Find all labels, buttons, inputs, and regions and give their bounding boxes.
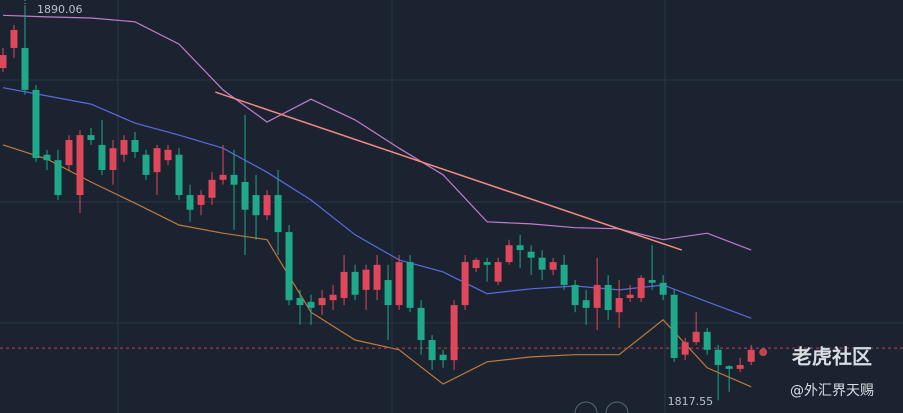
candle-body — [681, 342, 689, 355]
candle-body — [153, 148, 161, 173]
candle-body — [450, 305, 458, 361]
candle-body — [527, 251, 535, 258]
candle-body — [461, 262, 469, 306]
candle-body — [670, 294, 678, 358]
candle-body — [120, 140, 128, 155]
candle-body — [494, 262, 502, 282]
max-label: 1890.06 — [37, 3, 83, 16]
candle-body — [692, 331, 700, 343]
candle-body — [483, 262, 491, 265]
candle-body — [175, 154, 183, 196]
candle-body — [725, 366, 733, 369]
candle-body — [164, 149, 172, 161]
candle-body — [417, 307, 425, 340]
candle-body — [406, 262, 414, 308]
candle-body — [208, 179, 216, 198]
candle-body — [505, 245, 513, 263]
candle-body — [0, 55, 7, 69]
candle-body — [76, 135, 84, 196]
band-line — [2, 14, 752, 251]
candle-body — [54, 160, 62, 196]
candle-body — [142, 154, 150, 175]
candle-body — [318, 298, 326, 306]
candle-body — [98, 144, 106, 170]
candle-body — [21, 47, 29, 90]
candle-body — [384, 280, 392, 306]
control-icon[interactable] — [605, 401, 629, 413]
candle-body — [43, 154, 51, 161]
candle-body — [274, 195, 282, 233]
candle-body — [604, 284, 612, 311]
candle-body — [395, 262, 403, 306]
candle-body — [131, 140, 139, 153]
candle-body — [373, 264, 381, 290]
candle-body — [285, 232, 293, 301]
candle-body — [219, 174, 227, 180]
candle-body — [186, 195, 194, 210]
candle-body — [428, 339, 436, 361]
candle-body — [197, 195, 205, 205]
candle-body — [637, 277, 645, 299]
candle-body — [307, 301, 315, 308]
control-icon[interactable] — [574, 401, 598, 413]
candle-body — [329, 294, 337, 301]
candle-body — [263, 195, 271, 216]
candle-body — [615, 298, 623, 313]
candle-body — [32, 89, 40, 159]
watermark-handle: @外汇界天赐 — [790, 383, 874, 399]
candle-body — [714, 349, 722, 366]
last-price-dot — [759, 348, 768, 357]
candle-body — [472, 259, 480, 269]
candle-body — [65, 140, 73, 166]
min-label: 1817.55 — [668, 395, 714, 408]
candle-body — [340, 271, 348, 299]
candle-body — [252, 195, 260, 216]
candle-body — [703, 331, 711, 350]
candle-body — [241, 181, 249, 210]
candle-body — [296, 298, 304, 306]
candle-body — [571, 284, 579, 306]
band-line — [2, 144, 752, 388]
trendline — [215, 91, 683, 251]
candle-body — [626, 294, 634, 299]
candle-body — [747, 349, 755, 362]
candle-body — [549, 262, 557, 270]
watermark-title: 老虎社区 — [792, 345, 872, 369]
candle-body — [538, 257, 546, 270]
candle-body — [582, 300, 590, 308]
candle-body — [736, 365, 744, 369]
candle-body — [516, 245, 524, 251]
band-line — [2, 87, 752, 319]
candle-body — [659, 282, 667, 295]
candle-body — [10, 29, 18, 48]
candle-body — [109, 148, 117, 170]
candle-body — [593, 284, 601, 308]
candle-body — [560, 264, 568, 285]
candle-body — [351, 271, 359, 295]
candle-body — [648, 280, 656, 283]
candle-body — [87, 135, 95, 141]
candle-body — [439, 354, 447, 361]
candle-body — [362, 269, 370, 290]
candle-body — [230, 174, 238, 185]
